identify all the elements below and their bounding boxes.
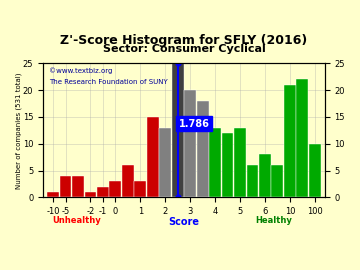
Text: Sector: Consumer Cyclical: Sector: Consumer Cyclical: [103, 44, 265, 54]
Text: Healthy: Healthy: [256, 216, 293, 225]
Bar: [184, 90, 196, 197]
Bar: [284, 85, 296, 197]
Title: Z'-Score Histogram for SFLY (2016): Z'-Score Histogram for SFLY (2016): [60, 34, 307, 47]
Bar: [159, 128, 171, 197]
Text: 1.786: 1.786: [179, 119, 210, 129]
Text: The Research Foundation of SUNY: The Research Foundation of SUNY: [49, 79, 167, 85]
Bar: [271, 165, 283, 197]
Bar: [47, 192, 59, 197]
Bar: [147, 117, 159, 197]
Bar: [197, 101, 208, 197]
Bar: [247, 165, 258, 197]
Bar: [60, 176, 72, 197]
Bar: [109, 181, 121, 197]
Text: Unhealthy: Unhealthy: [53, 216, 101, 225]
Bar: [134, 181, 146, 197]
X-axis label: Score: Score: [168, 217, 199, 227]
Bar: [309, 144, 321, 197]
Bar: [296, 79, 308, 197]
Bar: [234, 128, 246, 197]
Bar: [85, 192, 96, 197]
Text: ©www.textbiz.org: ©www.textbiz.org: [49, 67, 112, 74]
Bar: [172, 63, 184, 197]
Y-axis label: Number of companies (531 total): Number of companies (531 total): [15, 72, 22, 188]
Bar: [209, 128, 221, 197]
Bar: [222, 133, 234, 197]
Bar: [122, 165, 134, 197]
Bar: [259, 154, 271, 197]
Bar: [97, 187, 109, 197]
Bar: [72, 176, 84, 197]
